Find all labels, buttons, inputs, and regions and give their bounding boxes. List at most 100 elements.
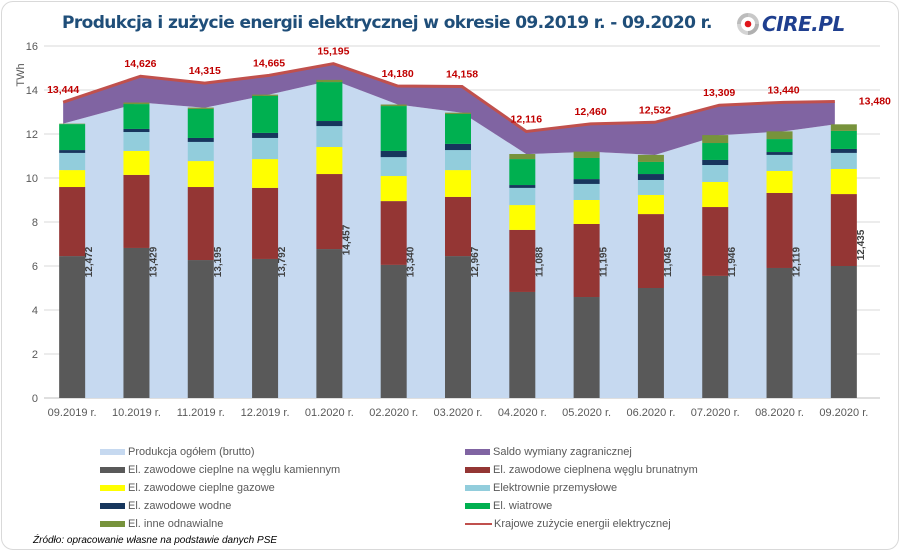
production-data-label: 12,472: [84, 246, 95, 277]
y-tick-label: 14: [26, 85, 38, 97]
production-data-label: 12,119: [792, 247, 803, 277]
bar-segment: [573, 200, 600, 224]
legend-swatch: [465, 503, 490, 509]
bar-segment: [59, 187, 86, 257]
bar-segment: [509, 185, 536, 188]
bar-segment: [637, 174, 664, 180]
x-tick-label: 11.2019 r.: [177, 407, 225, 419]
y-tick-label: 10: [26, 173, 38, 185]
logo-target-icon: [737, 13, 759, 35]
bar-segment: [187, 161, 214, 188]
bar-segment: [445, 196, 471, 257]
y-tick-label: 12: [26, 129, 38, 141]
bar-segment: [766, 267, 793, 398]
consumption-data-label: 12,460: [575, 106, 607, 118]
cire-logo: CIRE.PL: [737, 12, 845, 36]
bar-segment: [766, 170, 793, 193]
consumption-data-label: 14,180: [382, 68, 414, 80]
bar-segment: [316, 249, 343, 398]
bar-segment: [830, 266, 857, 398]
legend-item: Saldo wymiany zagranicznej: [465, 446, 632, 458]
x-tick-label: 09.2019 r.: [48, 407, 97, 419]
consumption-line: [62, 62, 835, 134]
bar-segment: [830, 148, 857, 153]
bar-segment: [509, 187, 536, 206]
legend-swatch: [100, 521, 125, 527]
y-tick-label: 2: [32, 349, 38, 361]
bar-segment: [187, 141, 214, 162]
bar-segment: [573, 297, 600, 398]
bar-segment: [59, 256, 86, 398]
bar-segment: [316, 146, 343, 175]
bar-segment: [187, 107, 214, 109]
bar-segment: [637, 288, 664, 398]
legend-item: El. wiatrowe: [465, 500, 552, 512]
legend-swatch: [100, 467, 125, 473]
bar-segment: [509, 291, 536, 398]
bar-segment: [573, 179, 600, 184]
legend-item: El. zawodowe wodne: [100, 500, 231, 512]
bar-segment: [573, 183, 600, 200]
bar-segment: [702, 159, 729, 166]
bar-segment: [59, 152, 86, 171]
production-data-label: 11,195: [599, 247, 610, 277]
production-data-label: 13,340: [406, 246, 417, 277]
x-tick-label: 10.2019 r.: [112, 407, 161, 419]
production-data-label: 14,457: [341, 224, 352, 255]
bar-segment: [702, 275, 729, 398]
bar-segment: [509, 229, 536, 292]
x-tick-label: 03.2020 r.: [434, 407, 483, 419]
legend-swatch: [465, 467, 490, 473]
bar-segment: [252, 159, 279, 188]
bar-segment: [123, 247, 150, 398]
bar-segment: [380, 106, 407, 151]
legend-item: Krajowe zużycie energii elektrycznej: [465, 518, 671, 530]
production-data-label: 13,429: [148, 246, 159, 277]
bar-segment: [445, 256, 471, 398]
y-tick-label: 6: [32, 261, 38, 273]
bar-segment: [445, 113, 471, 144]
bar-segment: [123, 128, 150, 133]
legend-label: Krajowe zużycie energii elektrycznej: [494, 518, 671, 530]
legend-item: El. inne odnawialne: [100, 518, 223, 530]
bar-segment: [252, 132, 279, 138]
consumption-data-label: 12,532: [639, 104, 671, 116]
bar-segment: [123, 132, 150, 151]
legend-label: Saldo wymiany zagranicznej: [493, 446, 632, 458]
bar-segment: [59, 170, 86, 188]
bar-segment: [509, 154, 536, 160]
legend-item: Elektrownie przemysłowe: [465, 482, 617, 494]
consumption-data-label: 15,195: [317, 46, 349, 58]
bar-segment: [637, 154, 664, 162]
legend-swatch: [465, 523, 492, 525]
bar-segment: [637, 214, 664, 288]
bar-segment: [766, 192, 793, 268]
bar-segment: [509, 205, 536, 230]
bar-segment: [445, 143, 471, 151]
production-data-label: 11,088: [534, 247, 545, 277]
x-tick-label: 01.2020 r.: [305, 407, 354, 419]
legend-item: El. zawodowe cieplne gazowe: [100, 482, 275, 494]
bar-segment: [766, 131, 793, 140]
bar-segment: [380, 157, 407, 177]
bar-segment: [573, 223, 600, 298]
bar-segment: [702, 181, 729, 208]
legend-label: El. zawodowe cieplne na węglu kamiennym: [128, 464, 341, 476]
bar-segment: [187, 137, 214, 142]
bar-segment: [702, 135, 729, 144]
bar-segment: [445, 112, 471, 114]
bar-segment: [316, 82, 343, 122]
chart-title: Produkcja i zużycie energii elektrycznej…: [62, 13, 712, 33]
bar-segment: [252, 137, 279, 160]
bar-segment: [637, 161, 664, 175]
legend-label: Produkcja ogółem (brutto): [128, 446, 255, 458]
y-tick-label: 0: [32, 393, 38, 405]
bar-segment: [187, 260, 214, 398]
x-tick-label: 05.2020 r.: [562, 407, 611, 419]
legend-label: Elektrownie przemysłowe: [493, 482, 618, 494]
x-tick-label: 06.2020 r.: [626, 407, 675, 419]
bar-segment: [830, 168, 857, 195]
bar-segment: [316, 174, 343, 250]
consumption-data-label: 12,116: [511, 113, 543, 125]
